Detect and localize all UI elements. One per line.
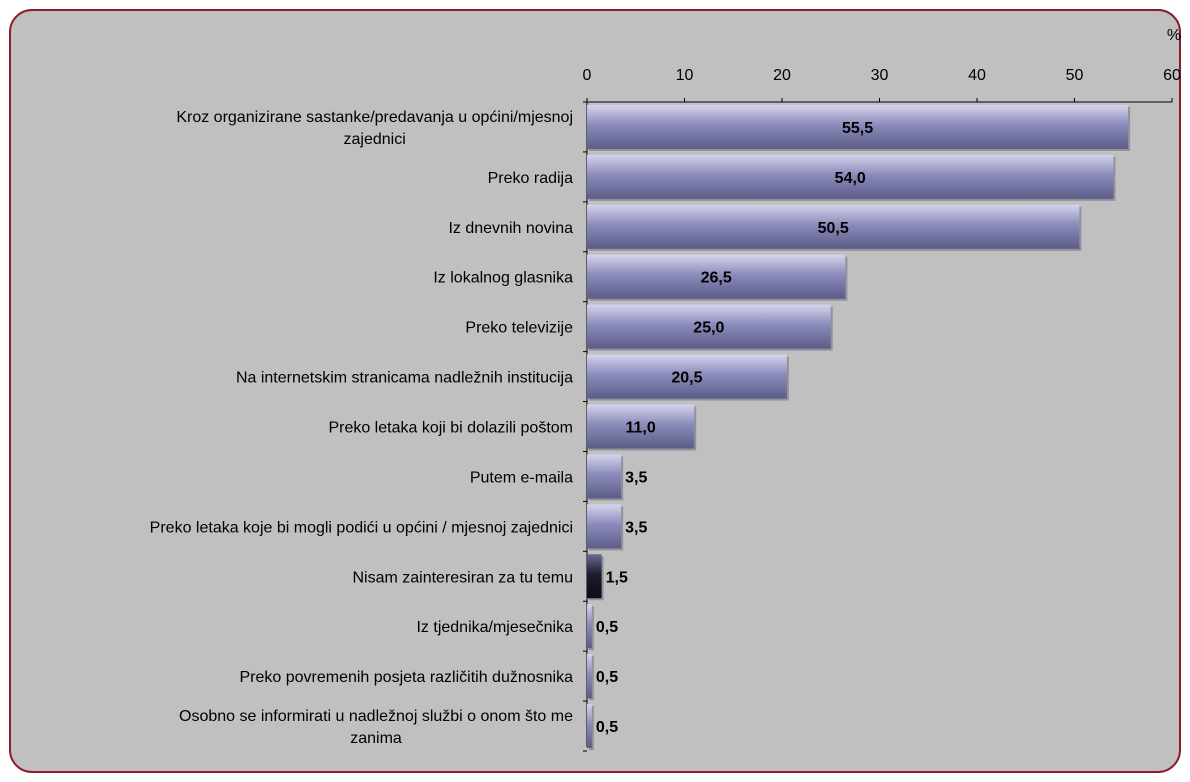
bar <box>587 104 1129 149</box>
bar <box>587 254 846 299</box>
bar <box>587 604 592 649</box>
data-label: 0,5 <box>596 619 618 636</box>
data-label: 54,0 <box>835 170 866 187</box>
data-label: 0,5 <box>596 669 618 686</box>
x-tick-label: 20 <box>773 67 791 84</box>
category-label: Preko povremenih posjeta različitih dužn… <box>239 669 573 686</box>
bar <box>587 204 1080 249</box>
category-label: Preko letaka koje bi mogli podići u opći… <box>150 519 573 536</box>
x-tick-label: 0 <box>583 67 592 84</box>
data-label: 25,0 <box>693 320 724 337</box>
category-label: Preko letaka koji bi dolazili poštom <box>328 420 573 437</box>
bar <box>587 404 695 449</box>
bar <box>587 454 622 499</box>
category-label: Iz tjednika/mjesečnika <box>416 619 573 636</box>
bar <box>587 304 831 349</box>
data-label: 50,5 <box>818 220 849 237</box>
category-label: Preko televizije <box>465 320 573 337</box>
data-label: 55,5 <box>842 120 873 137</box>
data-label: 26,5 <box>701 270 732 287</box>
category-label: Iz lokalnog glasnika <box>433 270 573 287</box>
data-label: 3,5 <box>625 469 647 486</box>
bar <box>587 504 622 549</box>
category-label: Na internetskim stranicama nadležnih ins… <box>236 370 573 387</box>
bar <box>587 654 592 699</box>
x-tick-label: 50 <box>1066 67 1084 84</box>
bar <box>587 354 787 399</box>
category-label: Preko radija <box>488 170 573 187</box>
x-tick-label: 60 <box>1163 67 1181 84</box>
bar <box>587 554 602 599</box>
data-label: 20,5 <box>671 370 702 387</box>
data-label: 1,5 <box>606 569 628 586</box>
category-label: Nisam zainteresiran za tu temu <box>352 569 573 586</box>
data-label: 3,5 <box>625 519 647 536</box>
x-tick-label: 30 <box>871 67 889 84</box>
unit-label: % <box>1167 27 1181 44</box>
data-label: 0,5 <box>596 719 618 736</box>
data-label: 11,0 <box>625 420 655 437</box>
category-label: Kroz organizirane sastanke/predavanja u … <box>176 109 573 148</box>
x-tick-label: 10 <box>676 67 694 84</box>
category-label: Iz dnevnih novina <box>448 220 573 237</box>
bar <box>587 154 1114 199</box>
category-label: Osobno se informirati u nadležnoj službi… <box>179 708 573 747</box>
bar <box>587 704 592 749</box>
category-label: Putem e-maila <box>470 469 573 486</box>
x-tick-label: 40 <box>968 67 986 84</box>
